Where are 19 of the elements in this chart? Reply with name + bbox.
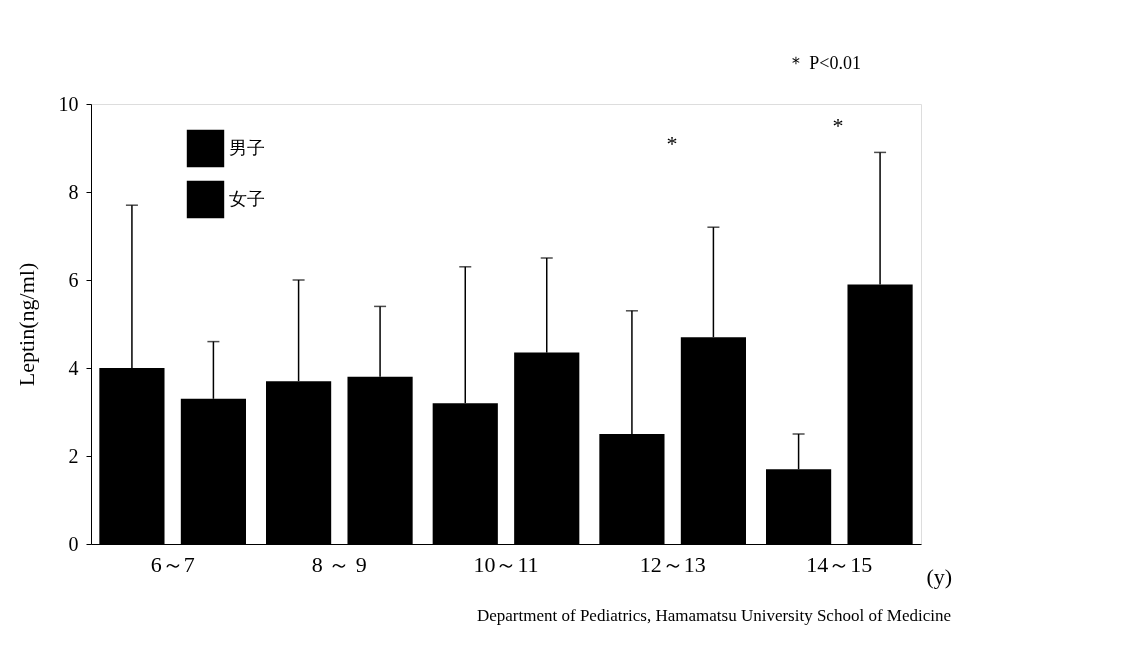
text: Department of Pediatrics, Hamamatsu University School of Medicine	[477, 606, 951, 625]
y-tick-label: 2	[68, 444, 79, 467]
annotation: *	[666, 131, 678, 156]
y-tick-label: 10	[58, 92, 79, 115]
y-tick-label: 6	[68, 268, 79, 291]
text: ＊ P<0.01	[786, 53, 861, 73]
x-tick-label: 12～13	[639, 551, 706, 577]
x-tick-label: 14～15	[806, 551, 873, 577]
x-axis-title: (y)	[926, 563, 953, 589]
x-tick-label: 8 ～ 9	[311, 551, 367, 577]
x-tick-label: 6～7	[150, 551, 195, 577]
y-tick-label: 0	[68, 532, 79, 555]
y-axis-title: Leptin(ng/ml)	[13, 262, 39, 387]
x-tick-label: 10～11	[473, 551, 539, 577]
annotation: *	[832, 113, 844, 138]
legend-label: 女子	[229, 188, 265, 209]
y-tick-label: 4	[68, 356, 79, 379]
legend-label: 男子	[229, 137, 265, 158]
y-tick-label: 8	[68, 180, 79, 203]
